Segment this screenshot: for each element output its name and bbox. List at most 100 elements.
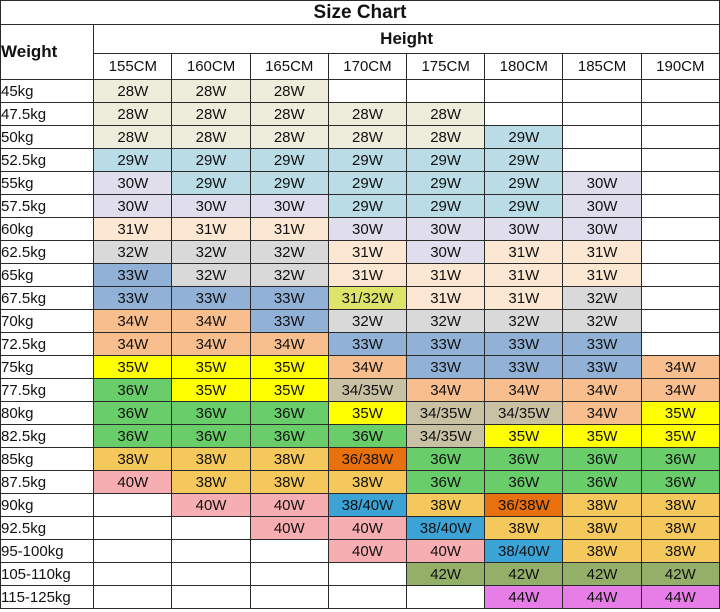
size-cell: 36W <box>484 447 564 471</box>
size-cell: 38W <box>171 470 251 494</box>
table-row: 75kg 35W 35W 35W 34W 33W 33W 33W 34W <box>0 355 720 379</box>
size-cell: 32W <box>171 263 251 287</box>
size-cell: 30W <box>484 217 564 241</box>
weight-row-label: 72.5kg <box>0 332 95 356</box>
size-cell: 29W <box>484 171 564 195</box>
size-cell: 44W <box>640 585 720 609</box>
size-cell: 34W <box>484 378 564 402</box>
size-cell: 40W <box>171 493 251 517</box>
empty-cell <box>640 148 720 172</box>
height-column-header: 185CM <box>562 53 642 80</box>
table-row: 90kg 40W 40W 38/40W 38W 36/38W 38W 38W <box>0 493 720 517</box>
size-cell: 38W <box>249 470 329 494</box>
size-cell: 36W <box>327 424 408 448</box>
table-row: 82.5kg 36W 36W 36W 36W 34/35W 35W 35W 35W <box>0 424 720 448</box>
size-cell: 38/40W <box>484 539 564 563</box>
size-cell: 30W <box>562 194 642 218</box>
size-cell: 33W <box>249 286 329 310</box>
size-cell: 30W <box>93 194 173 218</box>
size-cell: 38W <box>406 493 486 517</box>
size-cell: 31W <box>406 263 486 287</box>
size-cell: 28W <box>406 125 486 149</box>
size-cell: 33W <box>406 355 486 379</box>
size-cell: 31W <box>327 240 408 264</box>
weight-row-label: 82.5kg <box>0 424 95 448</box>
size-cell: 31/32W <box>327 286 408 310</box>
weight-row-label: 87.5kg <box>0 470 95 494</box>
size-cell: 29W <box>406 194 486 218</box>
weight-row-label: 105-110kg <box>0 562 95 586</box>
size-cell: 32W <box>406 309 486 333</box>
size-cell: 34W <box>93 309 173 333</box>
size-cell: 36W <box>406 470 486 494</box>
size-cell: 42W <box>484 562 564 586</box>
size-cell: 34W <box>406 378 486 402</box>
empty-cell <box>249 539 329 563</box>
weight-row-label: 45kg <box>0 79 95 103</box>
size-cell: 34W <box>93 332 173 356</box>
size-cell: 29W <box>406 171 486 195</box>
empty-cell <box>562 125 642 149</box>
weight-row-label: 90kg <box>0 493 95 517</box>
table-row: 52.5kg 29W 29W 29W 29W 29W 29W <box>0 148 720 172</box>
size-cell: 30W <box>327 217 408 241</box>
size-cell: 31W <box>249 217 329 241</box>
size-cell: 31W <box>93 217 173 241</box>
size-cell: 35W <box>249 355 329 379</box>
size-cell: 29W <box>484 125 564 149</box>
table-row: 62.5kg 32W 32W 32W 31W 30W 31W 31W <box>0 240 720 264</box>
size-cell: 29W <box>93 148 173 172</box>
size-cell: 36W <box>249 401 329 425</box>
size-cell: 34W <box>249 332 329 356</box>
size-cell: 33W <box>484 355 564 379</box>
table-body: 45kg 28W 28W 28W 47.5kg 28W 28W 28W 28W 28W 50kg 28… <box>0 79 720 609</box>
empty-cell <box>562 102 642 126</box>
size-cell: 34W <box>327 355 408 379</box>
empty-cell <box>327 79 408 103</box>
size-cell: 29W <box>171 171 251 195</box>
table-row: 55kg 30W 29W 29W 29W 29W 29W 30W <box>0 171 720 195</box>
size-cell: 44W <box>562 585 642 609</box>
size-cell: 28W <box>93 125 173 149</box>
table-row: 95-100kg 40W 40W 38/40W 38W 38W <box>0 539 720 563</box>
size-cell: 38W <box>640 493 720 517</box>
size-cell: 36/38W <box>327 447 408 471</box>
size-cell: 35W <box>640 424 720 448</box>
size-cell: 29W <box>249 171 329 195</box>
size-cell: 36W <box>249 424 329 448</box>
size-cell: 44W <box>484 585 564 609</box>
table-row: 87.5kg 40W 38W 38W 38W 36W 36W 36W 36W <box>0 470 720 494</box>
size-cell: 38W <box>562 539 642 563</box>
size-cell: 35W <box>171 355 251 379</box>
size-cell: 34W <box>640 378 720 402</box>
size-cell: 40W <box>93 470 173 494</box>
table-header: Size Chart Weight Height 155CM 160CM 165CM… <box>0 0 720 80</box>
empty-cell <box>484 79 564 103</box>
size-cell: 40W <box>249 493 329 517</box>
size-cell: 36W <box>562 470 642 494</box>
size-cell: 36W <box>640 447 720 471</box>
weight-row-label: 67.5kg <box>0 286 95 310</box>
size-cell: 36W <box>562 447 642 471</box>
table-row: 67.5kg 33W 33W 33W 31/32W 31W 31W 32W <box>0 286 720 310</box>
empty-cell <box>562 148 642 172</box>
group-header-row: Weight Height <box>0 24 720 80</box>
empty-cell <box>249 585 329 609</box>
size-cell: 36/38W <box>484 493 564 517</box>
size-cell: 33W <box>562 332 642 356</box>
size-cell: 38/40W <box>406 516 486 540</box>
empty-cell <box>93 516 173 540</box>
empty-cell <box>640 263 720 287</box>
size-cell: 29W <box>327 194 408 218</box>
table-row: 105-110kg 42W 42W 42W 42W <box>0 562 720 586</box>
empty-cell <box>171 562 251 586</box>
size-cell: 32W <box>249 263 329 287</box>
title-row: Size Chart <box>0 0 720 25</box>
size-cell: 38W <box>171 447 251 471</box>
size-cell: 36W <box>171 424 251 448</box>
size-cell: 28W <box>93 79 173 103</box>
weight-row-label: 70kg <box>0 309 95 333</box>
size-cell: 38W <box>327 470 408 494</box>
weight-row-label: 75kg <box>0 355 95 379</box>
